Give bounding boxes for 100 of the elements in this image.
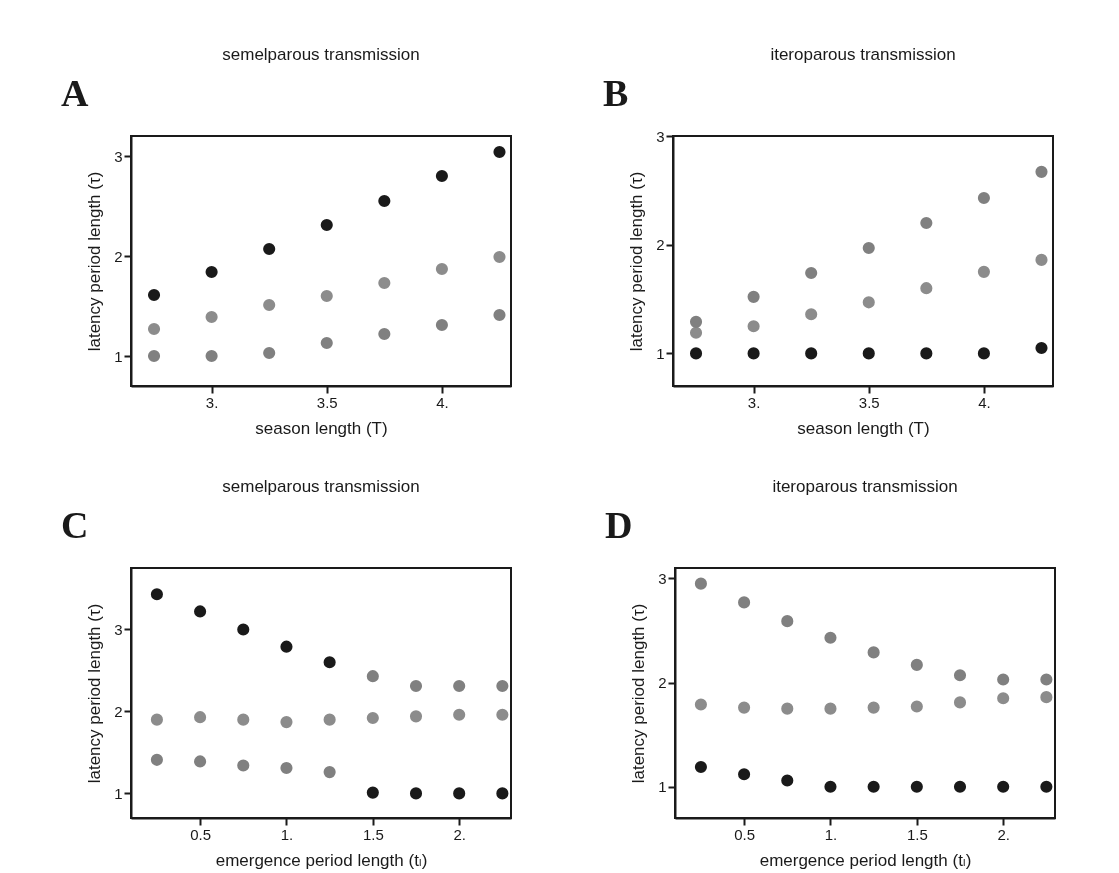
x-tick-label: 1.5 [362,825,384,843]
point [496,787,509,800]
point [496,708,509,721]
point [977,265,990,278]
point [977,191,990,205]
y-tick-label: 1 [114,347,123,365]
y-axis-title: latency period length (τ) [627,171,647,352]
point [320,218,333,232]
y-tick-label: 3 [114,147,123,165]
y-tick-label: 1 [656,344,665,362]
point [694,577,707,590]
point [910,658,923,671]
point [781,615,794,628]
x-axis-title: season length (T) [255,418,388,438]
point [862,241,875,255]
x-tick-label: 1. [824,825,838,843]
y-tick-label: 2 [656,236,665,254]
point [263,242,276,256]
y-tick-label: 2 [114,702,123,720]
point [747,347,760,360]
point [1035,165,1048,178]
point [781,774,794,787]
point [496,679,509,693]
y-axis-title: latency period length (τ) [85,171,105,352]
point [953,669,967,682]
x-tick-label: 3.5 [316,393,338,411]
point [409,787,423,800]
point [781,702,794,715]
point [435,262,448,276]
x-tick-label: 1. [280,825,294,843]
text: B [603,72,629,114]
x-tick-label: 3.5 [858,393,880,411]
point [323,713,336,726]
point [689,326,703,339]
point [366,711,379,725]
x-tick-label: 0.5 [734,825,756,843]
point [147,349,161,363]
point [953,696,967,709]
x-tick-label: 3. [747,393,761,411]
point [280,640,293,653]
point [867,701,880,714]
x-tick-label: 2. [997,825,1010,843]
point [378,327,391,341]
point [862,296,875,309]
point [237,623,250,636]
y-tick-label: 3 [658,569,667,587]
point [920,282,933,295]
chart-title: iteroparous transmission [772,477,958,496]
point [824,780,837,793]
point [493,145,506,159]
x-axis-title: season length (T) [797,418,930,438]
point [453,787,466,800]
point [409,679,423,693]
chart-title: iteroparous transmission [770,45,956,64]
y-tick-label: 1 [114,784,123,802]
point [1035,341,1048,355]
point [320,336,333,350]
point [378,194,391,208]
chart-title: semelparous transmission [222,45,420,64]
point [747,290,760,303]
text: A [61,72,89,114]
point [320,289,333,303]
text: D [605,504,633,546]
point [323,656,336,669]
point [435,169,448,183]
point [953,780,967,793]
point [150,753,163,766]
point [1035,253,1048,266]
point [194,755,207,768]
point [824,631,837,644]
point [366,670,379,683]
point [205,349,218,363]
point [409,710,423,723]
point [237,713,250,726]
point [738,596,751,609]
point [862,347,875,360]
point [689,315,703,328]
y-tick-label: 2 [114,247,123,265]
y-axis-title: latency period length (τ) [85,603,105,784]
y-tick-label: 2 [658,674,667,692]
x-tick-label: 3. [205,393,219,411]
point [920,347,933,360]
point [910,780,923,793]
point [493,250,506,264]
point [263,298,276,312]
point [867,780,880,793]
point [378,276,391,290]
x-tick-label: 4. [978,393,991,411]
point [205,265,218,279]
point [435,318,448,332]
point [805,347,818,360]
point [694,698,707,711]
point [1040,691,1053,704]
point [805,266,818,280]
x-axis-title: emergence period length (tₗ) [215,850,428,870]
point [150,588,163,601]
point [323,766,336,779]
x-tick-label: 4. [436,393,449,411]
x-tick-label: 2. [453,825,466,843]
point [910,700,923,713]
